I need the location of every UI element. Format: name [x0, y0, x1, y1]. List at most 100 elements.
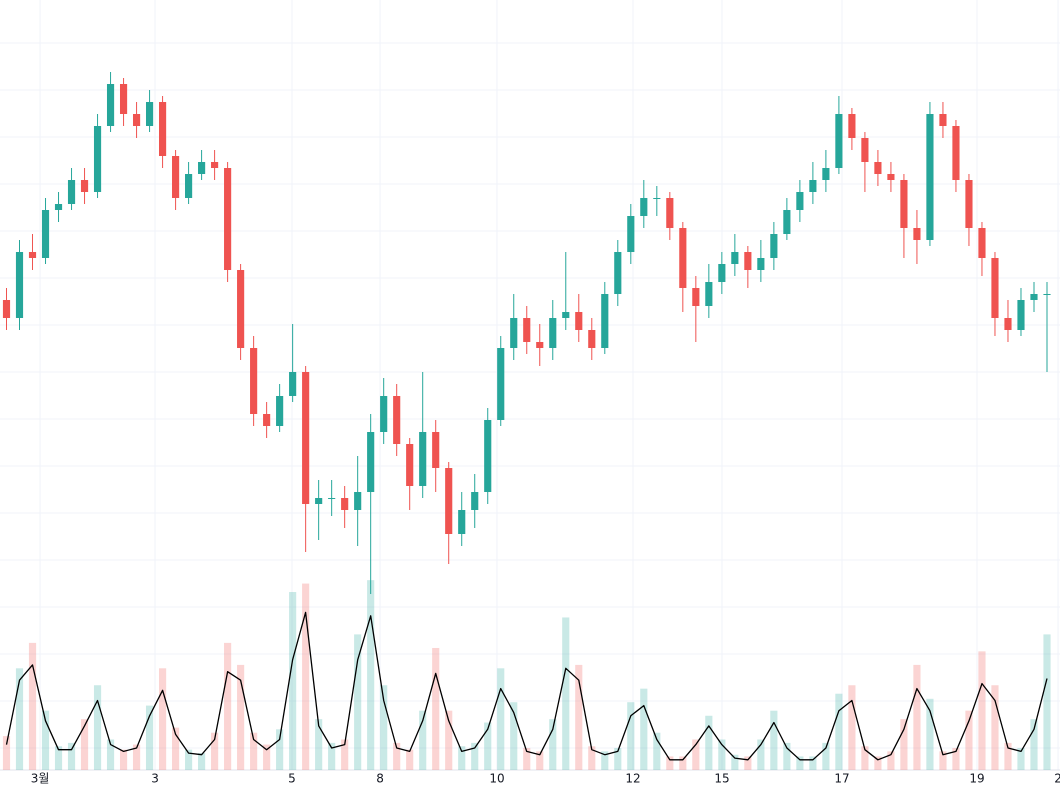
volume-bar: [250, 732, 258, 770]
candle-body: [432, 432, 440, 468]
volume-bar: [965, 710, 973, 770]
candle-body: [250, 348, 258, 414]
volume-bar: [93, 685, 102, 770]
volume-bar: [614, 747, 622, 770]
candle-body: [510, 318, 518, 348]
volume-bar: [809, 756, 817, 770]
volume-bar: [497, 668, 505, 770]
x-tick-label: 8: [376, 772, 384, 786]
x-tick-label: 10: [489, 772, 504, 786]
volume-bar: [1017, 747, 1025, 770]
candle-body: [28, 252, 37, 258]
candle-body: [822, 168, 830, 180]
x-tick-label: 17: [834, 772, 849, 786]
candle-body: [224, 168, 232, 270]
candle-body: [289, 372, 297, 396]
candle-body: [692, 288, 700, 306]
candle-body: [627, 216, 635, 252]
candle-body: [2, 300, 11, 318]
volume-bar: [54, 746, 63, 770]
candle-body: [54, 204, 63, 210]
volume-bar: [276, 729, 284, 770]
x-tick-label: 3: [151, 772, 159, 786]
volume-bar: [341, 739, 349, 770]
candle-body: [172, 156, 180, 198]
volume-bar: [15, 668, 24, 770]
volume-bar: [328, 742, 336, 770]
candle-body: [991, 258, 999, 318]
candle-body: [302, 372, 310, 504]
candle-body: [185, 174, 193, 198]
volume-bar: [874, 756, 882, 770]
volume-bar: [80, 719, 89, 770]
volume-bar: [783, 742, 791, 770]
volume-bar: [145, 705, 154, 770]
x-tick-label: 15: [714, 772, 729, 786]
candle-body: [939, 114, 947, 126]
candle-body: [211, 162, 219, 168]
candle-body: [575, 312, 583, 330]
volume-bar: [705, 715, 713, 770]
x-tick-label: 5: [288, 772, 296, 786]
candle-body: [198, 162, 206, 174]
volume-bar: [627, 702, 635, 770]
volume-bar: [666, 756, 674, 770]
candle-body: [354, 492, 362, 510]
candle-body: [1043, 294, 1051, 295]
volume-bar: [640, 688, 648, 770]
candle-body: [1030, 294, 1038, 300]
volume-bar: [380, 685, 388, 770]
volume-bar: [978, 651, 986, 770]
candle-body: [341, 498, 349, 510]
volume-bar: [458, 746, 466, 770]
volume-bar: [861, 746, 869, 770]
volume-bar: [172, 727, 180, 770]
x-tick-label: 19: [969, 772, 984, 786]
candle-body: [757, 258, 765, 270]
candle-body: [666, 198, 674, 228]
candle-body: [159, 102, 167, 156]
candle-body: [406, 444, 414, 486]
x-tick-label: 12: [625, 772, 640, 786]
candle-body: [328, 498, 336, 499]
volume-bar: [744, 756, 752, 770]
volume-bar: [28, 642, 37, 770]
volume-bar: [159, 668, 167, 770]
candle-body: [601, 294, 609, 348]
candle-body: [1004, 318, 1012, 330]
candle-body: [562, 312, 570, 318]
candle-body: [965, 180, 973, 228]
volume-bar: [119, 749, 128, 770]
volume-bar: [991, 685, 999, 770]
volume-bar: [900, 719, 908, 770]
volume-bar: [1030, 719, 1038, 770]
volume-bar: [822, 742, 830, 770]
volume-bar: [185, 749, 193, 770]
candle-body: [471, 492, 479, 510]
candle-body: [549, 318, 557, 348]
candle-body: [705, 282, 713, 306]
volume-bar: [549, 719, 557, 770]
volume-bar: [510, 702, 518, 770]
candle-body: [484, 420, 492, 492]
volume-bar: [588, 746, 596, 770]
candle-body: [588, 330, 596, 348]
volume-bar: [132, 744, 141, 770]
candle-body: [640, 198, 648, 216]
volume-bar: [2, 736, 11, 770]
candle-body: [276, 396, 284, 426]
candle-body: [67, 180, 76, 204]
candle-body: [106, 84, 115, 126]
volume-bar: [432, 647, 440, 770]
candle-body: [80, 180, 89, 192]
candle-body: [913, 228, 921, 240]
candle-body: [1017, 300, 1025, 330]
candle-body: [614, 252, 622, 294]
x-tick-label: 2: [1054, 772, 1060, 786]
volume-bar: [354, 634, 362, 770]
volume-bar: [731, 754, 739, 770]
volume-bar: [653, 732, 661, 770]
volume-bar: [913, 664, 921, 770]
volume-bar: [523, 747, 531, 770]
